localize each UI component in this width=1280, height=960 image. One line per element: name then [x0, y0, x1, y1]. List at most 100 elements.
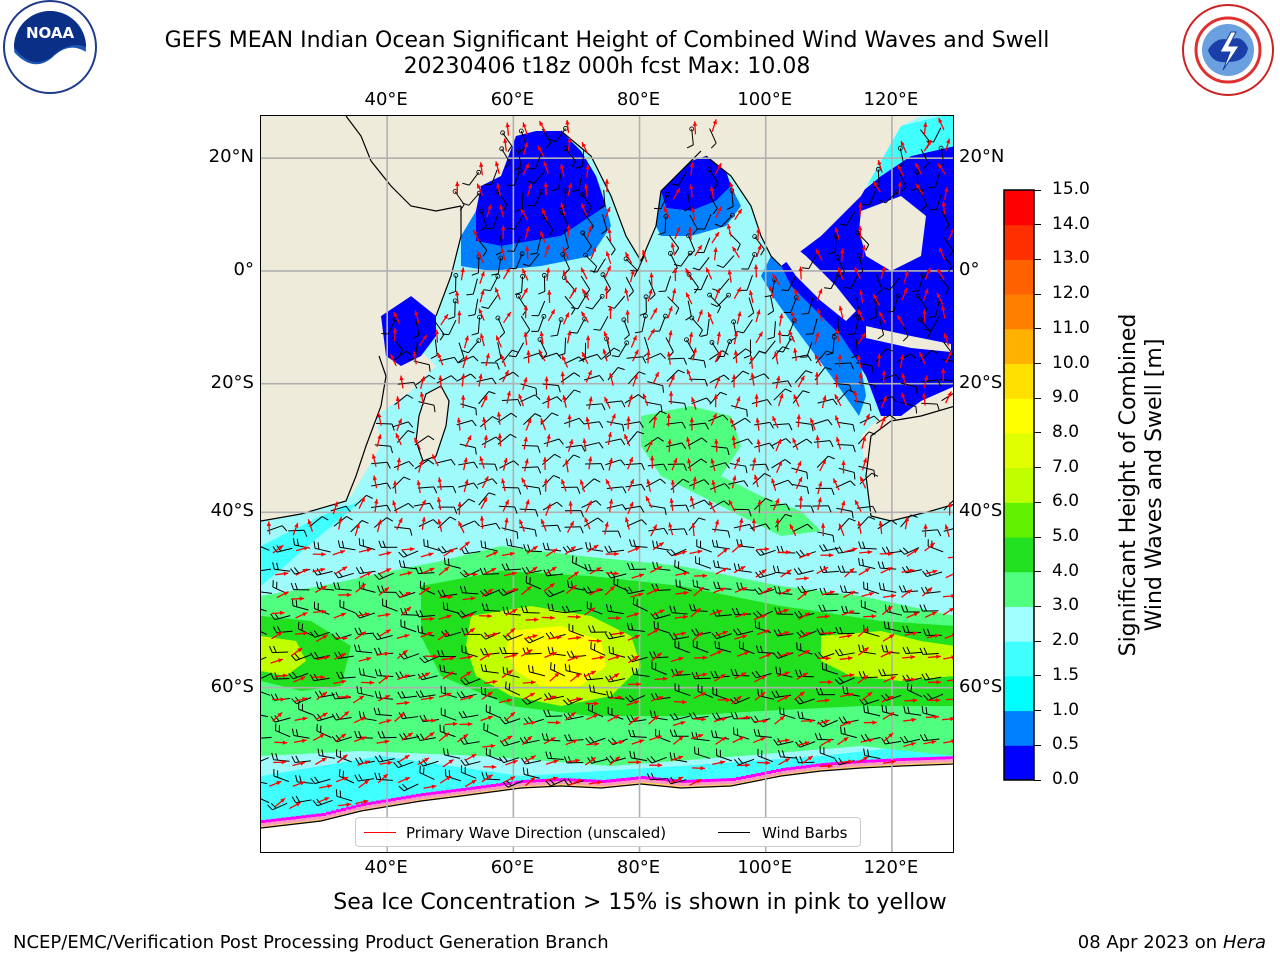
wind-barb	[333, 582, 352, 591]
sea-ice-cell	[851, 763, 856, 767]
colorbar-tick-mark	[1034, 779, 1041, 781]
colorbar-bin	[1004, 328, 1034, 365]
wind-barb	[941, 359, 953, 362]
wave-arrow	[567, 137, 572, 151]
sea-ice-cell	[441, 790, 446, 794]
wind-barb	[545, 751, 564, 761]
wind-barb	[623, 421, 644, 428]
wave-arrow	[399, 571, 413, 576]
wind-barb	[485, 747, 502, 762]
wave-arrow	[478, 613, 492, 619]
wave-arrow	[627, 478, 635, 492]
wave-arrow	[311, 675, 325, 680]
wind-barb	[261, 673, 272, 679]
colorbar-tick-mark	[1034, 224, 1041, 226]
wind-barb	[417, 486, 438, 494]
wind-barb	[261, 656, 267, 661]
wind-barb	[598, 189, 606, 210]
wind-barb	[877, 319, 885, 340]
sea-ice-cell	[901, 758, 906, 761]
wind-barb	[588, 625, 608, 633]
wave-arrow	[872, 293, 880, 306]
sea-ice-cell	[471, 786, 476, 790]
sea-ice-cell	[601, 783, 606, 786]
wind-barb	[480, 522, 501, 530]
wind-barb	[273, 768, 290, 783]
wave-arrow	[566, 330, 572, 344]
sea-ice-cell	[691, 782, 696, 786]
wave-arrow	[728, 499, 736, 512]
wind-barb	[840, 726, 857, 739]
sea-ice-cell	[451, 789, 456, 793]
wave-arrow	[500, 247, 506, 261]
footer-credit: NCEP/EMC/Verification Post Processing Pr…	[13, 932, 609, 953]
wave-arrow	[543, 182, 549, 196]
wave-arrow	[775, 438, 782, 452]
wind-barb	[288, 671, 309, 680]
wind-barb	[688, 517, 706, 531]
wave-arrow	[840, 500, 846, 514]
wave-arrow	[748, 290, 754, 304]
wave-arrow	[778, 393, 784, 407]
sea-ice-cell	[276, 821, 281, 825]
wind-barb	[939, 378, 953, 382]
wind-barb	[606, 421, 625, 432]
sea-ice-cell	[626, 780, 631, 784]
wave-arrow	[880, 395, 887, 409]
wind-barb	[835, 480, 856, 489]
wave-arrow	[479, 271, 485, 284]
wave-arrow	[313, 609, 327, 614]
wind-barb	[514, 148, 522, 171]
wave-arrow	[560, 479, 567, 492]
wind-barb	[920, 148, 929, 169]
wind-barb	[606, 504, 627, 511]
wave-arrow	[736, 651, 750, 657]
wind-barb	[501, 399, 522, 407]
wave-arrow	[591, 655, 605, 660]
sea-ice-cell	[426, 795, 431, 799]
sea-ice-cell	[506, 782, 511, 785]
colorbar-bin	[1004, 259, 1034, 295]
wind-barb	[710, 730, 730, 740]
colorbar-title: Significant Height of Combined Wind Wave…	[1116, 314, 1168, 657]
wind-barb	[575, 150, 585, 169]
wave-arrow	[480, 395, 488, 408]
wind-barb	[795, 740, 816, 748]
colorbar-tick-mark	[1034, 710, 1041, 712]
wind-barb	[792, 523, 813, 532]
wave-arrow	[731, 475, 737, 489]
wave-arrow	[376, 434, 382, 447]
sea-ice-cell	[621, 778, 626, 781]
sea-ice-cell	[921, 757, 926, 761]
wave-arrow	[481, 475, 489, 489]
sea-ice-cell	[491, 787, 496, 790]
sea-ice-cell	[901, 761, 906, 764]
wave-arrow	[841, 610, 855, 616]
wave-arrow	[270, 658, 284, 664]
wave-arrow	[756, 629, 770, 636]
legend-wind-label: Wind Barbs	[762, 824, 848, 842]
wind-barb	[731, 405, 748, 417]
wave-arrow	[525, 246, 530, 260]
wave-arrow	[853, 390, 859, 404]
wind-barb	[658, 275, 672, 292]
wind-barb	[522, 253, 540, 267]
wind-barb	[799, 341, 813, 358]
wind-barb	[291, 598, 309, 611]
sea-ice-cell	[941, 759, 946, 763]
wind-barb	[585, 541, 604, 552]
wind-barb	[924, 316, 940, 331]
wave-arrow	[834, 394, 842, 407]
wave-arrow	[542, 457, 548, 471]
wave-arrow	[707, 312, 714, 325]
wave-arrow	[627, 456, 634, 470]
wave-arrow	[291, 596, 305, 601]
sea-ice-cell	[886, 761, 891, 765]
sea-ice-cell	[706, 782, 711, 785]
wind-barb	[843, 273, 859, 289]
wind-barb	[836, 507, 854, 519]
wave-arrow	[580, 203, 588, 216]
wave-arrow	[798, 552, 812, 559]
wind-barb	[528, 664, 546, 677]
wave-arrow	[332, 501, 338, 515]
